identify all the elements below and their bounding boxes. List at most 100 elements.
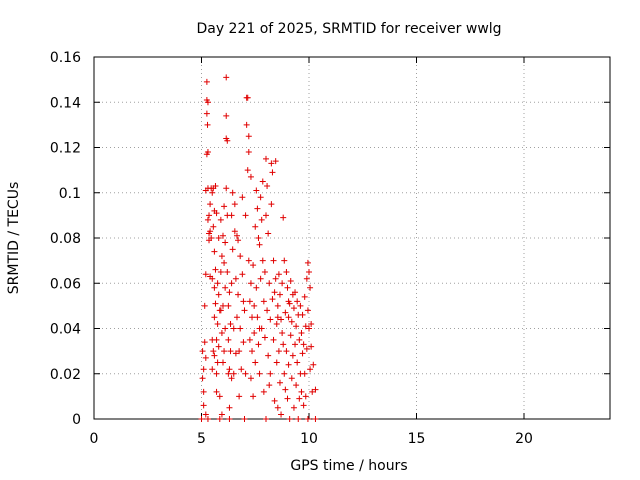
data-point bbox=[284, 395, 291, 402]
data-point bbox=[223, 112, 230, 119]
data-point bbox=[270, 336, 277, 343]
data-point bbox=[255, 235, 262, 241]
data-point bbox=[212, 266, 219, 273]
data-point bbox=[215, 235, 222, 241]
data-point bbox=[204, 416, 211, 422]
data-point bbox=[222, 325, 229, 332]
data-point bbox=[216, 416, 223, 422]
data-point bbox=[214, 359, 221, 366]
grid-lines bbox=[94, 57, 610, 419]
data-point bbox=[285, 298, 292, 305]
data-point bbox=[280, 214, 287, 221]
data-point bbox=[303, 345, 310, 352]
data-point bbox=[271, 397, 278, 404]
data-point bbox=[264, 182, 271, 189]
data-point bbox=[304, 307, 311, 314]
data-point bbox=[263, 416, 269, 422]
data-point bbox=[295, 416, 302, 422]
data-point bbox=[299, 311, 306, 318]
data-point bbox=[290, 305, 297, 312]
data-point bbox=[222, 239, 229, 246]
data-point bbox=[297, 302, 304, 309]
data-point bbox=[202, 271, 209, 278]
data-point bbox=[218, 330, 225, 337]
data-point bbox=[210, 223, 217, 230]
data-point bbox=[288, 375, 295, 382]
data-point bbox=[302, 393, 309, 400]
y-tick-label: 0.06 bbox=[50, 276, 81, 292]
data-point bbox=[273, 320, 280, 327]
data-point bbox=[274, 314, 281, 321]
data-point bbox=[228, 212, 235, 219]
data-point bbox=[199, 348, 206, 355]
data-point bbox=[253, 187, 260, 194]
data-point bbox=[264, 307, 271, 314]
x-tick-label: 15 bbox=[408, 431, 426, 447]
data-point bbox=[245, 149, 252, 156]
data-point bbox=[246, 298, 253, 305]
data-point bbox=[229, 189, 236, 196]
data-point bbox=[241, 307, 248, 314]
data-point bbox=[198, 416, 205, 422]
data-point bbox=[309, 388, 316, 395]
data-point bbox=[272, 275, 279, 282]
data-point bbox=[292, 289, 299, 296]
data-point bbox=[276, 291, 283, 298]
data-point bbox=[267, 370, 274, 377]
data-point bbox=[296, 395, 303, 402]
data-point bbox=[211, 314, 218, 321]
data-point bbox=[285, 314, 292, 321]
data-point bbox=[220, 232, 226, 239]
data-point bbox=[304, 259, 311, 266]
data-point bbox=[290, 404, 297, 411]
y-tick-label: 0.12 bbox=[50, 141, 81, 157]
data-point bbox=[232, 275, 239, 282]
data-point bbox=[294, 359, 301, 366]
data-point bbox=[242, 212, 249, 219]
data-point bbox=[204, 99, 211, 106]
data-point bbox=[286, 416, 293, 422]
data-point bbox=[300, 341, 307, 348]
chart-title: Day 221 of 2025, SRMTID for receiver wwl… bbox=[196, 21, 501, 37]
data-point bbox=[307, 284, 314, 291]
data-point bbox=[212, 182, 219, 189]
data-point bbox=[224, 137, 231, 144]
y-tick-label: 0 bbox=[72, 412, 81, 428]
data-point bbox=[209, 366, 216, 373]
y-tick-labels: 0 0.02 0.04 0.06 0.08 0.1 0.12 0.14 0.16 bbox=[50, 50, 81, 428]
data-point bbox=[221, 259, 228, 266]
data-point bbox=[243, 121, 250, 128]
data-point bbox=[233, 232, 240, 239]
data-point bbox=[229, 246, 236, 253]
data-point bbox=[250, 262, 257, 269]
data-point bbox=[209, 275, 216, 282]
data-point bbox=[240, 339, 247, 346]
x-tick-labels: 0 5 10 15 20 bbox=[90, 431, 533, 447]
data-point bbox=[276, 379, 283, 386]
data-point bbox=[203, 78, 210, 85]
data-point bbox=[217, 216, 224, 223]
data-point bbox=[306, 325, 312, 332]
data-point bbox=[266, 382, 273, 389]
data-point bbox=[245, 133, 252, 140]
axis-ticks bbox=[93, 56, 610, 420]
data-point bbox=[236, 348, 243, 355]
data-point bbox=[232, 350, 239, 357]
data-point bbox=[271, 289, 278, 296]
data-point bbox=[275, 348, 282, 355]
data-point bbox=[306, 268, 312, 275]
data-point bbox=[282, 309, 289, 316]
data-point bbox=[241, 416, 248, 422]
data-point bbox=[281, 257, 288, 264]
data-point bbox=[207, 228, 214, 235]
data-point bbox=[213, 370, 220, 377]
data-point bbox=[204, 121, 211, 128]
data-point bbox=[202, 354, 209, 361]
data-point bbox=[257, 194, 264, 201]
data-point bbox=[278, 411, 285, 418]
x-axis-label: GPS time / hours bbox=[290, 458, 407, 474]
data-point bbox=[254, 205, 261, 212]
data-point bbox=[303, 275, 310, 282]
data-point bbox=[308, 343, 315, 350]
